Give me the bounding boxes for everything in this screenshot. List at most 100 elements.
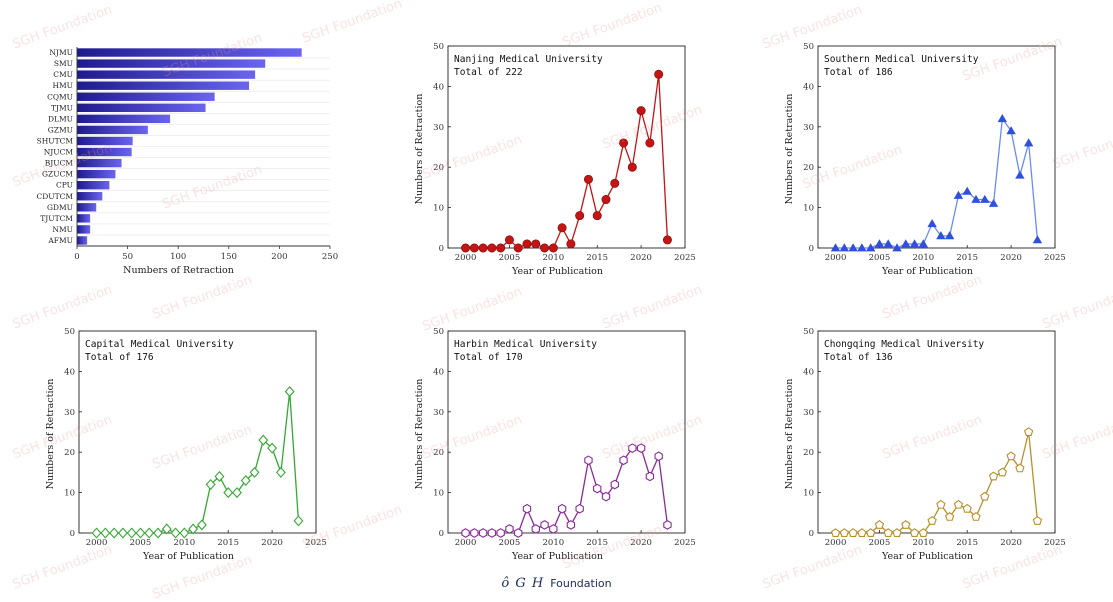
x-tick-label: 2000	[825, 538, 847, 548]
data-point	[522, 503, 532, 514]
data-point	[848, 528, 858, 537]
bar-category-label: CMU	[53, 70, 73, 79]
data-point	[636, 106, 646, 116]
data-point	[980, 194, 990, 203]
y-tick-label: 30	[803, 123, 814, 133]
y-tick-label: 40	[64, 367, 75, 377]
data-point	[945, 511, 955, 521]
y-tick-label: 30	[433, 123, 444, 133]
data-point	[619, 138, 629, 148]
series-line	[835, 431, 1039, 534]
y-tick-label: 30	[64, 408, 75, 418]
x-tick-label: 2025	[305, 538, 327, 548]
data-point	[1032, 235, 1043, 244]
data-point	[548, 243, 558, 253]
data-point	[628, 443, 637, 453]
data-point	[936, 231, 946, 240]
data-point	[610, 178, 620, 188]
bar	[77, 125, 148, 135]
data-point	[901, 520, 911, 529]
bar-category-label: HMU	[52, 81, 73, 90]
y-tick-label: 40	[433, 367, 444, 377]
x-tick-label: 2000	[825, 253, 847, 263]
bar	[77, 103, 206, 113]
data-point	[883, 528, 893, 537]
data-point	[188, 523, 199, 535]
data-point	[91, 527, 102, 539]
data-point	[258, 434, 269, 446]
x-tick-label: 50	[122, 252, 133, 262]
chart-subtitle: Total of 176	[85, 352, 154, 363]
bar	[77, 169, 116, 179]
chart-subtitle: Total of 136	[824, 352, 893, 363]
line-chart: 0 10 20 30 40 50 2000 2005 2010 2015 2020 2025 Nanji…	[414, 42, 696, 277]
data-point	[1006, 451, 1016, 461]
data-point	[196, 519, 207, 531]
data-point	[584, 455, 593, 466]
x-axis-label: Numbers of Retraction	[123, 265, 234, 276]
data-point	[557, 223, 567, 233]
y-axis-label: Numbers of Retraction	[414, 94, 425, 205]
bar	[77, 214, 91, 223]
chart-subtitle: Total of 186	[824, 67, 893, 78]
data-point	[874, 520, 885, 529]
data-point	[223, 487, 234, 499]
data-point	[487, 528, 497, 538]
y-tick-label: 10	[64, 489, 75, 499]
data-point	[663, 520, 672, 530]
series-line	[465, 447, 669, 534]
x-tick-label: 2015	[586, 253, 608, 263]
data-point	[883, 239, 893, 248]
x-axis-label: Year of Publication	[881, 266, 973, 277]
y-axis-label: Numbers of Retraction	[784, 94, 795, 205]
data-point	[275, 466, 286, 478]
footer-logo: ô G Н	[501, 576, 545, 591]
chart-title: Nanjing Medical University	[454, 54, 603, 65]
data-point	[953, 190, 964, 199]
x-axis-label: Year of Publication	[142, 551, 234, 562]
data-point	[610, 479, 619, 490]
y-tick-label: 20	[433, 448, 444, 458]
data-point	[1032, 516, 1043, 525]
y-tick-label: 0	[809, 529, 814, 539]
data-point	[892, 243, 902, 252]
y-tick-label: 20	[64, 448, 75, 458]
data-point	[240, 474, 251, 487]
x-tick-label: 200	[271, 252, 287, 262]
line-chart: 0 10 20 30 40 50 2000 2005 2010 2015 2020 2025 South…	[784, 42, 1066, 277]
bar	[77, 147, 132, 157]
bar-category-label: CPU	[56, 181, 73, 190]
data-point	[1015, 463, 1025, 473]
data-point	[592, 211, 602, 221]
data-point	[214, 470, 225, 482]
data-point	[566, 520, 576, 530]
bar	[77, 48, 302, 57]
y-tick-label: 20	[433, 163, 444, 173]
data-point	[593, 483, 602, 494]
data-point	[619, 455, 628, 466]
y-tick-label: 40	[803, 367, 814, 377]
data-point	[927, 516, 937, 525]
data-point	[575, 211, 585, 221]
x-tick-label: 2005	[869, 253, 891, 263]
data-point	[249, 466, 260, 478]
data-point	[522, 239, 532, 249]
data-point	[170, 527, 181, 539]
series-line	[96, 391, 300, 534]
chart-title: Chongqing Medical University	[824, 339, 984, 350]
data-point	[496, 528, 505, 538]
bar-category-label: GZMU	[48, 125, 73, 134]
x-tick-label: 2015	[586, 538, 608, 548]
bar	[77, 114, 171, 124]
bar-category-label: GDMU	[47, 203, 73, 212]
x-tick-label: 2025	[674, 253, 696, 263]
data-point	[144, 527, 155, 539]
x-tick-label: 2010	[174, 538, 196, 548]
plot-frame	[817, 330, 1056, 534]
data-point	[267, 442, 278, 454]
chart-subtitle: Total of 170	[454, 352, 523, 363]
x-tick-label: 2010	[913, 253, 935, 263]
x-tick-label: 2025	[674, 538, 696, 548]
x-tick-label: 2020	[630, 538, 652, 548]
data-point	[109, 527, 120, 539]
